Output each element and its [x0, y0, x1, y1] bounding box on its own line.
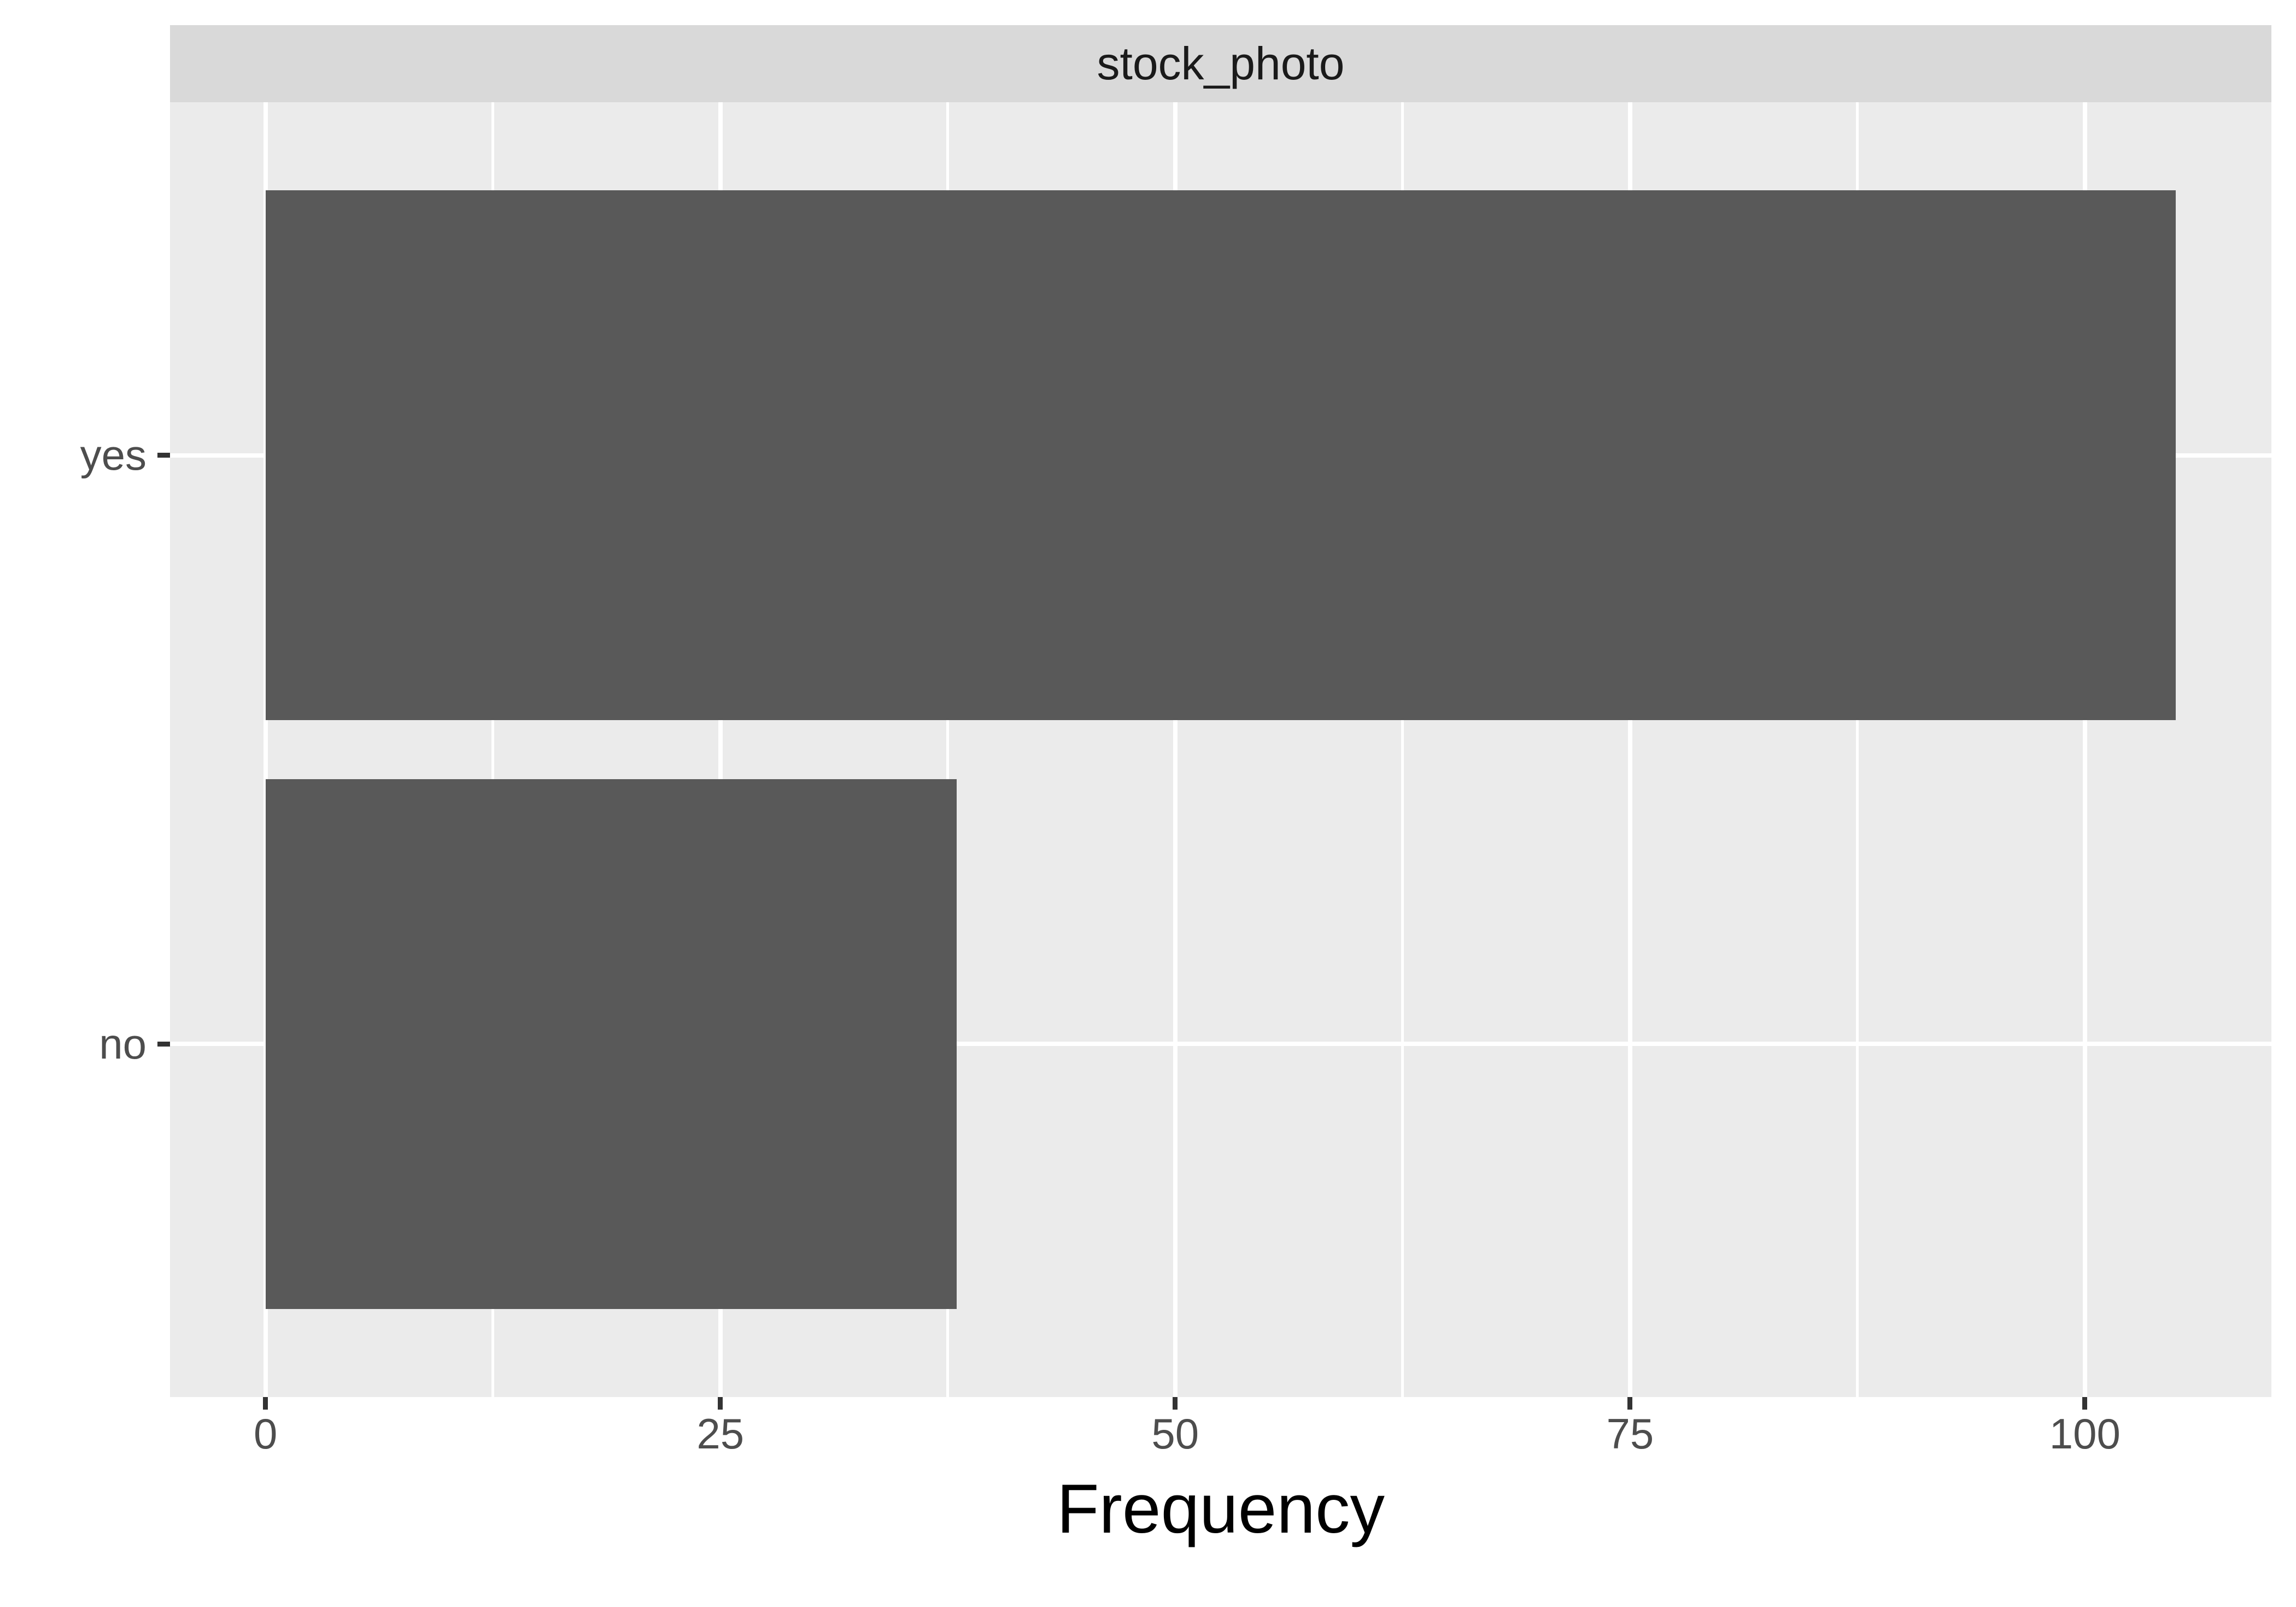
x-tick-label-0: 0 [254, 1410, 278, 1458]
gridline-minor-x-87.5 [1856, 102, 1859, 1397]
gridline-major-x-50 [1173, 102, 1178, 1397]
x-tick-label-100: 100 [2049, 1410, 2121, 1458]
y-tick-yes [157, 453, 170, 458]
x-tick-100 [2082, 1397, 2088, 1410]
x-tick-label-25: 25 [696, 1410, 745, 1458]
y-tick-label-no: no [99, 1019, 147, 1068]
gridline-major-y-no [170, 1042, 2271, 1047]
gridline-minor-x-37.5 [946, 102, 950, 1397]
x-tick-25 [718, 1397, 723, 1410]
bar-yes [265, 190, 2176, 721]
x-tick-label-50: 50 [1151, 1410, 1199, 1458]
x-tick-75 [1627, 1397, 1633, 1410]
y-tick-no [157, 1041, 170, 1047]
plot-panel [170, 102, 2271, 1397]
x-tick-50 [1173, 1397, 1178, 1410]
gridline-major-x-100 [2082, 102, 2087, 1397]
gridline-minor-x-62.5 [1401, 102, 1404, 1397]
bar-no [265, 779, 957, 1309]
gridline-major-x-25 [718, 102, 723, 1397]
x-axis-title: Frequency [1056, 1470, 1385, 1547]
gridline-minor-x-12.5 [491, 102, 495, 1397]
x-tick-label-75: 75 [1606, 1410, 1654, 1458]
facet-strip: stock_photo [170, 25, 2271, 102]
x-tick-0 [263, 1397, 268, 1410]
y-tick-label-yes: yes [80, 431, 147, 480]
gridline-major-x-75 [1627, 102, 1632, 1397]
gridline-major-x-0 [263, 102, 268, 1397]
strip-title: stock_photo [1097, 38, 1345, 89]
